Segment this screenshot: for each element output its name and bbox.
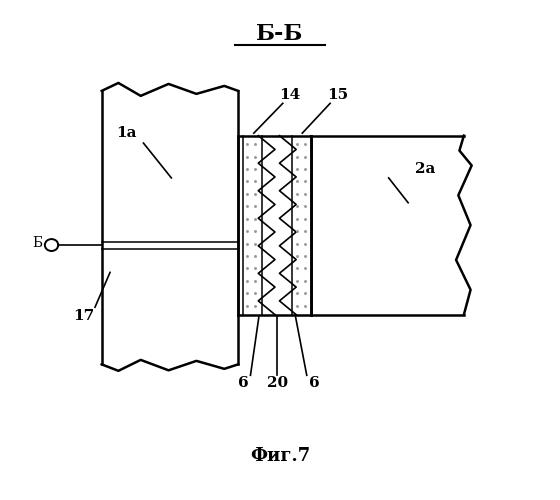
Text: 15: 15	[327, 88, 348, 102]
Text: 1а: 1а	[116, 126, 137, 140]
Text: Фиг.7: Фиг.7	[250, 448, 310, 466]
Text: 17: 17	[73, 308, 95, 322]
Text: 14: 14	[279, 88, 301, 102]
Text: 6: 6	[309, 376, 320, 390]
Text: 6: 6	[239, 376, 249, 390]
Text: 20: 20	[267, 376, 288, 390]
Text: Б-Б: Б-Б	[256, 22, 304, 44]
Text: 2а: 2а	[415, 162, 435, 176]
Text: Б: Б	[32, 236, 43, 250]
